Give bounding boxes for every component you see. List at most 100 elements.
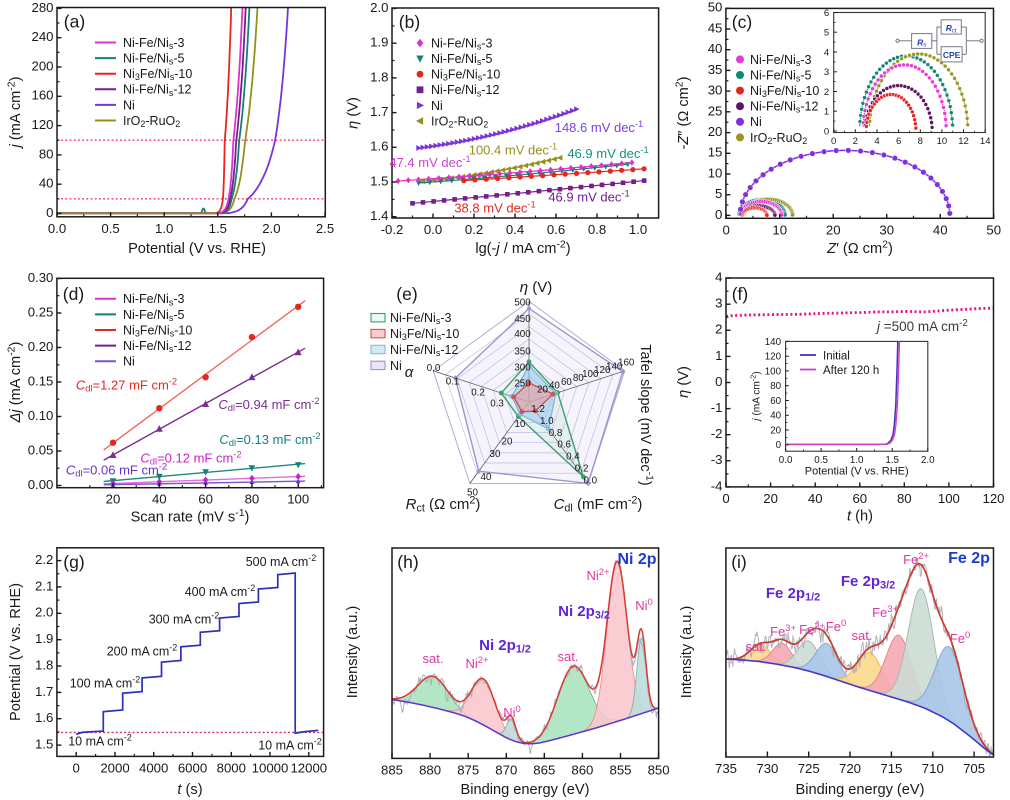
svg-text:Δj (mA cm-2): Δj (mA cm-2) xyxy=(6,342,25,424)
svg-text:0: 0 xyxy=(831,136,836,147)
svg-text:IrO2-RuO2: IrO2-RuO2 xyxy=(431,114,488,129)
svg-text:860: 860 xyxy=(571,762,593,777)
svg-text:1.7: 1.7 xyxy=(35,684,53,699)
svg-text:40: 40 xyxy=(708,41,723,56)
svg-text:0: 0 xyxy=(776,440,782,451)
svg-text:0.8: 0.8 xyxy=(588,222,606,237)
svg-text:Potential (V vs. RHE): Potential (V vs. RHE) xyxy=(8,583,24,721)
svg-text:6: 6 xyxy=(824,8,829,19)
svg-text:60: 60 xyxy=(852,491,867,506)
svg-text:120: 120 xyxy=(982,491,1004,506)
svg-text:0.25: 0.25 xyxy=(28,304,54,319)
svg-text:1.7: 1.7 xyxy=(370,104,388,119)
svg-text:160: 160 xyxy=(618,357,635,368)
svg-text:40: 40 xyxy=(481,472,492,483)
svg-text:(a): (a) xyxy=(64,12,85,32)
svg-text:Ni-Fe/Nis-12: Ni-Fe/Nis-12 xyxy=(123,83,191,98)
svg-text:710: 710 xyxy=(922,761,944,776)
svg-text:1.2: 1.2 xyxy=(531,404,545,415)
svg-text:705: 705 xyxy=(963,761,985,776)
svg-text:0.20: 0.20 xyxy=(28,339,54,354)
svg-text:1.0: 1.0 xyxy=(850,455,864,466)
svg-text:865: 865 xyxy=(533,762,555,777)
svg-text:0.0: 0.0 xyxy=(583,476,597,487)
svg-text:η (V): η (V) xyxy=(676,366,692,398)
svg-text:Cdl=0.94 mF cm-2: Cdl=0.94 mF cm-2 xyxy=(218,395,319,413)
svg-text:30: 30 xyxy=(879,222,894,237)
svg-text:855: 855 xyxy=(609,762,631,777)
svg-text:2: 2 xyxy=(824,87,829,98)
svg-text:sat.: sat. xyxy=(423,651,444,666)
svg-text:sat.: sat. xyxy=(558,649,579,664)
svg-text:2.0: 2.0 xyxy=(370,0,388,15)
svg-text:-Z″ (Ω cm2): -Z″ (Ω cm2) xyxy=(674,76,693,149)
svg-text:10: 10 xyxy=(515,419,526,430)
svg-text:-2: -2 xyxy=(711,426,723,441)
svg-text:0: 0 xyxy=(715,207,722,222)
svg-text:4: 4 xyxy=(874,136,879,147)
svg-text:14: 14 xyxy=(980,136,991,147)
svg-text:Ni-Fe/Nis-12: Ni-Fe/Nis-12 xyxy=(390,343,458,358)
svg-text:Fe3+: Fe3+ xyxy=(872,603,898,620)
svg-text:j (mA cm-2): j (mA cm-2) xyxy=(749,371,763,423)
svg-text:3: 3 xyxy=(824,67,829,78)
svg-text:Rct (Ω cm2): Rct (Ω cm2) xyxy=(406,494,481,514)
svg-text:Ni-Fe/Nis-12: Ni-Fe/Nis-12 xyxy=(123,339,191,354)
svg-text:40: 40 xyxy=(152,492,167,507)
svg-text:60: 60 xyxy=(198,492,213,507)
svg-text:4000: 4000 xyxy=(139,760,168,775)
svg-text:4: 4 xyxy=(824,47,829,58)
svg-text:280: 280 xyxy=(31,0,53,15)
svg-text:-4: -4 xyxy=(711,478,723,493)
svg-text:0.0: 0.0 xyxy=(424,222,442,237)
svg-text:(f): (f) xyxy=(732,284,749,304)
svg-text:lg(-j / mA cm-2): lg(-j / mA cm-2) xyxy=(475,239,570,258)
svg-text:38.8 mV dec-1: 38.8 mV dec-1 xyxy=(454,199,535,216)
svg-text:IrO2-RuO2: IrO2-RuO2 xyxy=(123,114,180,129)
svg-text:(c): (c) xyxy=(732,12,752,32)
svg-text:20: 20 xyxy=(502,437,513,448)
svg-text:148.6 mV dec-1: 148.6 mV dec-1 xyxy=(555,118,644,135)
svg-text:Fe3+: Fe3+ xyxy=(770,622,796,639)
svg-text:0.2: 0.2 xyxy=(465,222,483,237)
svg-text:Ni-Fe/Nis-3: Ni-Fe/Nis-3 xyxy=(750,53,812,68)
svg-text:Cdl (mF cm-2): Cdl (mF cm-2) xyxy=(554,494,643,514)
svg-text:10 mA cm-2: 10 mA cm-2 xyxy=(68,733,132,749)
svg-text:720: 720 xyxy=(839,761,861,776)
svg-text:0.5: 0.5 xyxy=(814,455,828,466)
svg-text:730: 730 xyxy=(756,761,778,776)
svg-text:875: 875 xyxy=(457,762,479,777)
svg-text:10: 10 xyxy=(937,136,948,147)
svg-text:715: 715 xyxy=(880,761,902,776)
svg-text:1.5: 1.5 xyxy=(35,737,53,752)
svg-text:1.8: 1.8 xyxy=(370,69,388,84)
svg-text:100: 100 xyxy=(287,492,309,507)
svg-text:Ni 2p3/2: Ni 2p3/2 xyxy=(558,603,610,622)
svg-text:CPE: CPE xyxy=(943,50,961,60)
svg-text:Ni-Fe/Nis-3: Ni-Fe/Nis-3 xyxy=(123,292,185,307)
svg-text:120: 120 xyxy=(594,365,611,376)
svg-text:Ni: Ni xyxy=(123,98,135,112)
svg-text:40: 40 xyxy=(808,491,823,506)
svg-text:Fe2+: Fe2+ xyxy=(903,550,929,567)
svg-text:Ni 2p: Ni 2p xyxy=(617,551,656,568)
svg-text:0.0: 0.0 xyxy=(427,363,441,374)
svg-text:0.0: 0.0 xyxy=(48,221,66,236)
svg-text:50: 50 xyxy=(467,488,478,499)
svg-text:Ni: Ni xyxy=(750,115,762,129)
svg-text:(i): (i) xyxy=(731,552,747,572)
svg-text:350: 350 xyxy=(514,347,531,358)
svg-text:α: α xyxy=(405,364,414,381)
svg-text:15: 15 xyxy=(708,145,723,160)
svg-text:Ni2+: Ni2+ xyxy=(466,654,489,671)
svg-text:Fe 2p1/2: Fe 2p1/2 xyxy=(766,585,820,604)
svg-text:1: 1 xyxy=(715,348,722,363)
svg-text:47.4 mV dec-1: 47.4 mV dec-1 xyxy=(389,153,470,170)
svg-text:100 mA cm-2: 100 mA cm-2 xyxy=(70,675,141,691)
svg-text:120: 120 xyxy=(31,117,53,132)
svg-text:0: 0 xyxy=(723,222,730,237)
svg-text:120: 120 xyxy=(765,352,782,363)
svg-text:Binding energy (eV): Binding energy (eV) xyxy=(461,782,590,798)
svg-text:1.5: 1.5 xyxy=(885,455,899,466)
svg-text:2.0: 2.0 xyxy=(921,455,935,466)
